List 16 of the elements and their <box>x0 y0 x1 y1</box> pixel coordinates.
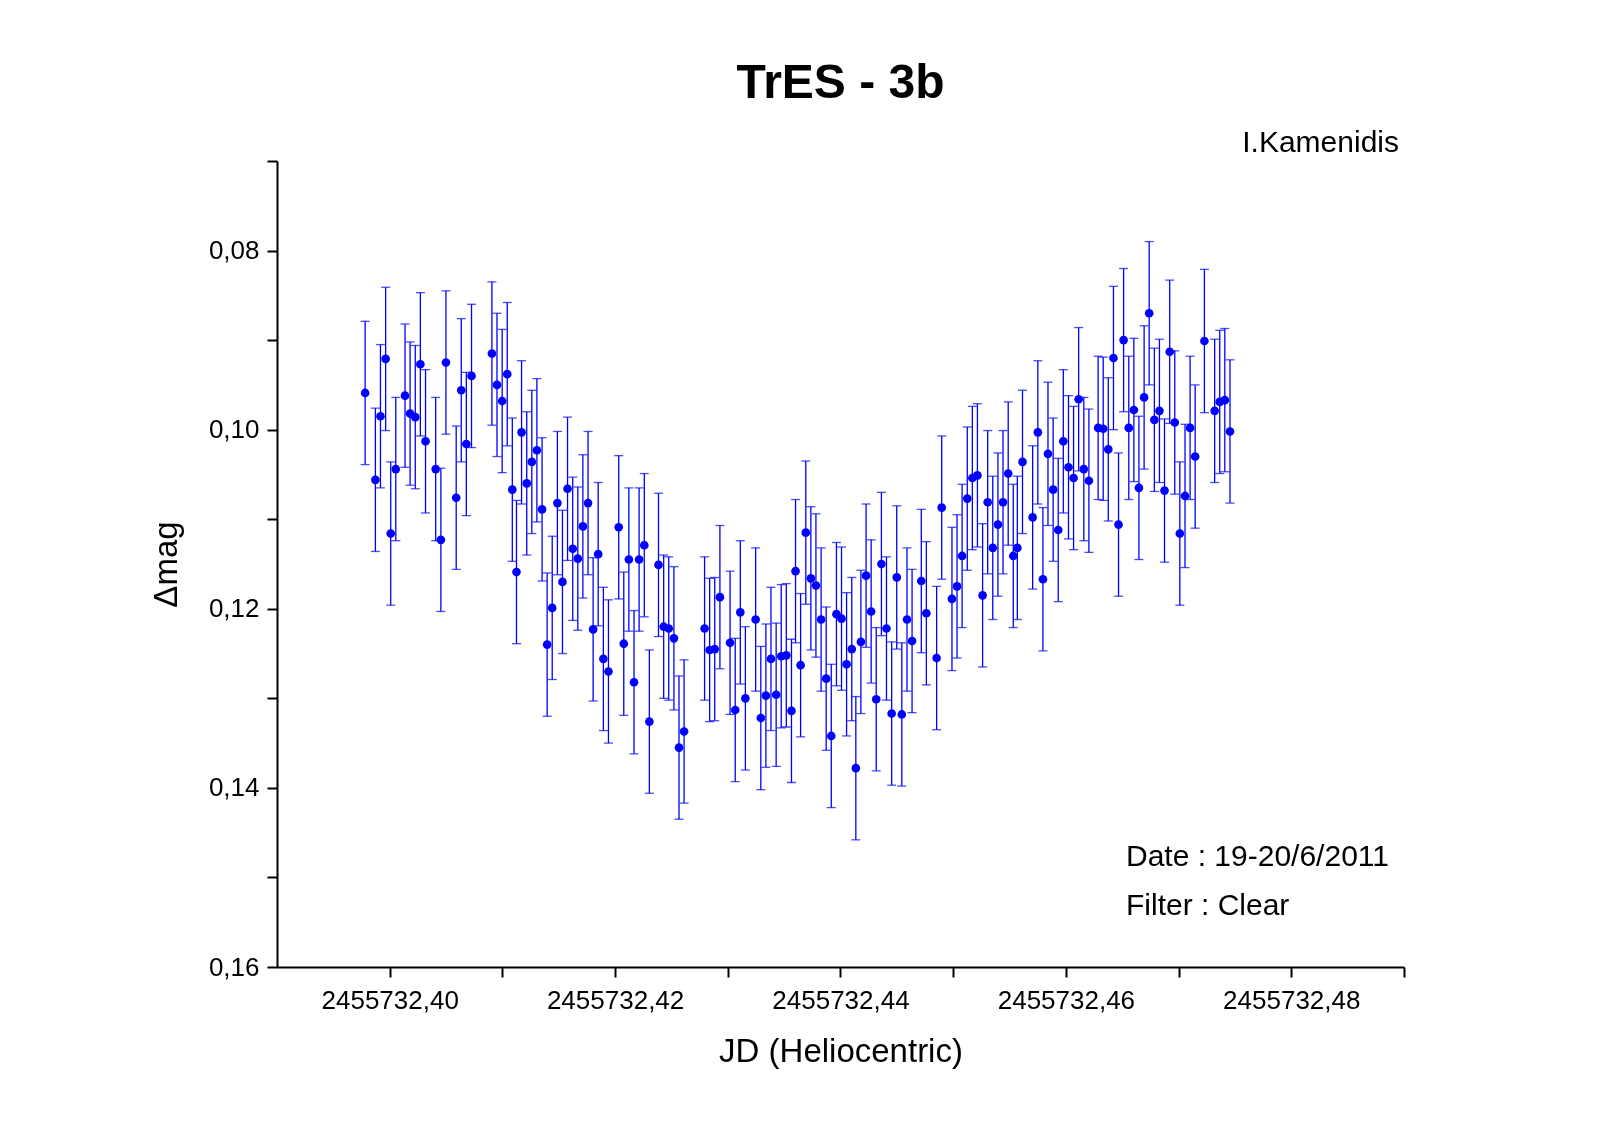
x-tick-label: 2455732,40 <box>321 984 459 1015</box>
x-tick-label: 2455732,42 <box>546 984 685 1015</box>
x-tick-label: 2455732,46 <box>997 984 1136 1015</box>
x-tick-label: 2455732,48 <box>1223 984 1361 1015</box>
annotation: Date : 19-20/6/2011 <box>1126 839 1389 872</box>
y-axis-title: Δmag <box>146 521 184 608</box>
annotation: Filter : Clear <box>1126 888 1290 921</box>
y-tick-label: 0,16 <box>208 951 260 982</box>
y-tick-label: 0,12 <box>208 593 260 624</box>
chart-title: TrES - 3b <box>736 55 945 108</box>
text: I.Kamenidis <box>1242 125 1399 158</box>
y-tick-label: 0,14 <box>208 772 260 803</box>
y-tick-label: 0,08 <box>208 235 260 266</box>
x-tick-label: 2455732,44 <box>772 984 910 1015</box>
x-axis-title: JD (Heliocentric) <box>719 1031 963 1069</box>
y-tick-label: 0,10 <box>208 414 260 445</box>
